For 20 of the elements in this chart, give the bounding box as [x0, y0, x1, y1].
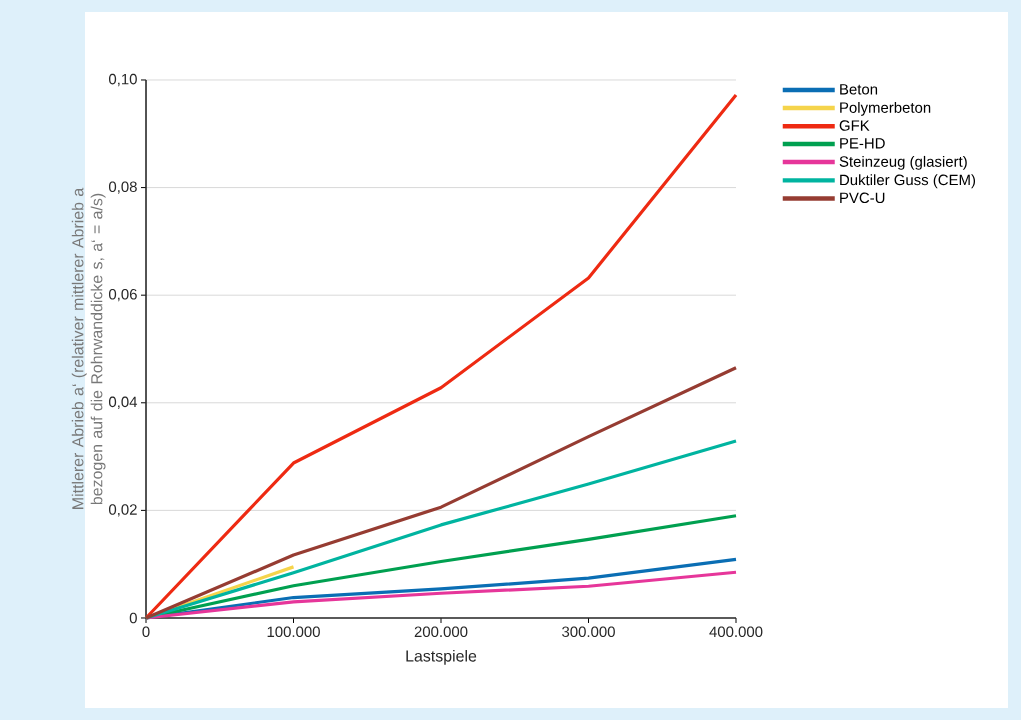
x-tick-label: 200.000 [414, 626, 468, 638]
legend-label: Duktiler Guss (CEM) [840, 174, 976, 189]
y-axis-title: Mittlerer Abrieb a‘ (relativer mittlerer Abrieb a bezogen auf die Rohrwanddicke s, a‘ = a/s) [71, 187, 106, 509]
legend-label: Steinzeug (glasiert) [839, 155, 967, 170]
y-tick-label: 0,04 [108, 396, 138, 409]
y-tick-label: 0,06 [108, 289, 137, 302]
x-tick-label: 100.000 [267, 626, 320, 638]
legend-label: PE-HD [840, 138, 885, 149]
legend-label: Beton [840, 84, 878, 95]
legend-label: GFK [839, 120, 870, 131]
x-tick-label: 400.000 [709, 626, 763, 638]
legend-label: Polymerbeton [840, 101, 931, 116]
y-tick-label: 0 [129, 612, 137, 624]
legend-label: PVC-U [840, 192, 885, 204]
x-tick-label: 0 [142, 626, 150, 638]
y-tick-label: 0,08 [108, 181, 137, 194]
y-tick-label: 0,10 [108, 73, 137, 87]
x-axis-title: Lastspiele [406, 649, 477, 665]
y-tick-label: 0,02 [108, 504, 137, 517]
x-tick-label: 300.000 [562, 626, 615, 638]
